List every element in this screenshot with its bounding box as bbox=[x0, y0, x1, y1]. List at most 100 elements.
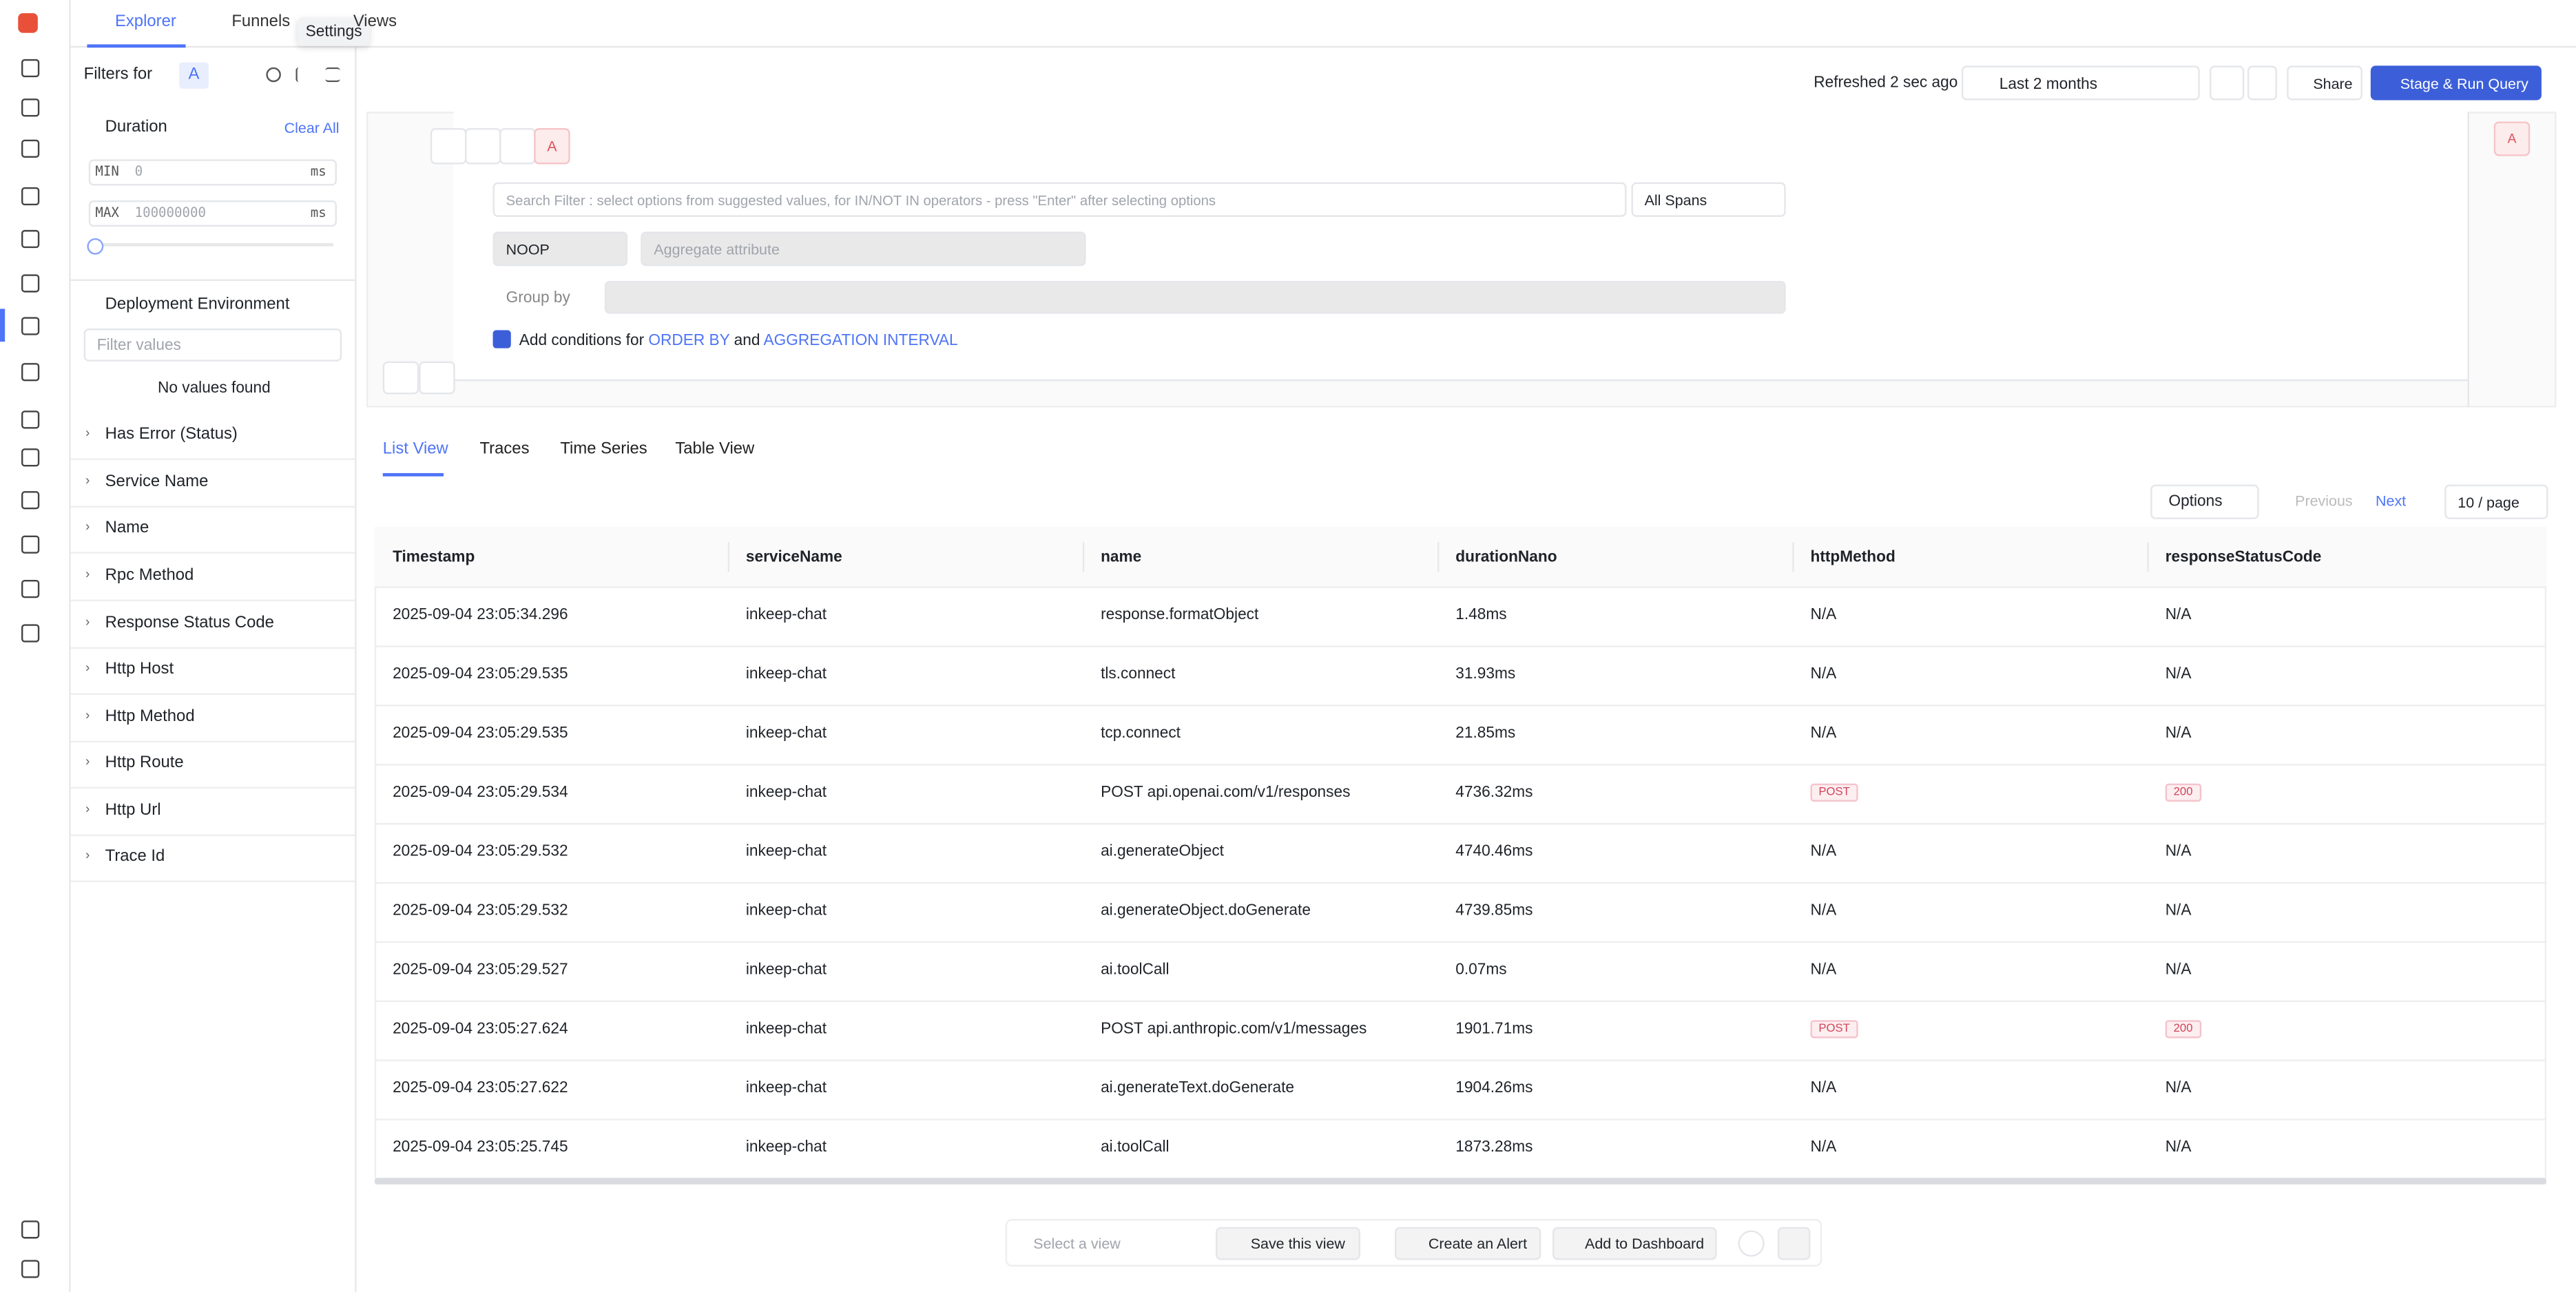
cell: 2025-09-04 23:05:29.532 bbox=[393, 842, 568, 861]
nav-icon[interactable] bbox=[21, 491, 40, 510]
group-by-select[interactable] bbox=[604, 280, 1786, 314]
filter-item[interactable]: Rpc Method bbox=[105, 566, 194, 585]
cell: tls.connect bbox=[1101, 665, 1176, 684]
filter-item[interactable]: Response Status Code bbox=[105, 614, 274, 633]
add-dashboard[interactable]: Add to Dashboard bbox=[1552, 1227, 1717, 1260]
logo[interactable] bbox=[18, 13, 38, 33]
filter-item[interactable]: Service Name bbox=[105, 472, 209, 492]
operator-select[interactable]: NOOP bbox=[492, 231, 628, 267]
nav-icon[interactable] bbox=[21, 363, 40, 382]
select-view[interactable]: Select a view bbox=[1033, 1235, 1121, 1252]
previous-button[interactable]: Previous bbox=[2295, 492, 2353, 510]
cell: inkeep-chat bbox=[745, 783, 827, 802]
aggregate-input[interactable]: Aggregate attribute bbox=[641, 231, 1086, 267]
cell: ai.generateText.doGenerate bbox=[1101, 1079, 1295, 1098]
nav-icon[interactable] bbox=[21, 579, 40, 598]
link[interactable]: AGGREGATION INTERVAL bbox=[763, 331, 958, 351]
filter-chevron[interactable]: › bbox=[85, 753, 90, 769]
options-button[interactable]: Options bbox=[2150, 484, 2259, 519]
nav-icon[interactable] bbox=[21, 410, 40, 429]
cell: POST api.openai.com/v1/responses bbox=[1101, 783, 1351, 802]
save-view[interactable]: Save this view bbox=[1216, 1227, 1360, 1260]
nav-icon[interactable] bbox=[21, 535, 40, 554]
filter-values-input[interactable]: Filter values bbox=[83, 329, 342, 362]
filter-item[interactable]: Http Method bbox=[105, 708, 195, 727]
nav-icon[interactable] bbox=[21, 448, 40, 467]
max-input[interactable] bbox=[88, 200, 337, 227]
filter-item[interactable]: Has Error (Status) bbox=[105, 425, 238, 444]
settings-icon[interactable] bbox=[325, 67, 340, 83]
nav-icon[interactable] bbox=[21, 274, 40, 293]
next-button[interactable]: Next bbox=[2375, 492, 2407, 510]
view-tab[interactable]: Time Series bbox=[560, 440, 647, 459]
time-range[interactable]: Last 2 months bbox=[1961, 65, 2200, 101]
clear-all[interactable]: Clear All bbox=[284, 120, 340, 136]
top-tab[interactable]: Funnels bbox=[231, 13, 291, 32]
filter-item[interactable]: Name bbox=[105, 519, 149, 537]
filter-chevron[interactable]: › bbox=[85, 660, 90, 676]
link[interactable]: ORDER BY bbox=[648, 331, 730, 351]
nav-icon[interactable] bbox=[21, 139, 40, 158]
cell: N/A bbox=[1810, 665, 1837, 684]
filter-chevron[interactable]: › bbox=[85, 519, 90, 534]
run-query-button[interactable]: Stage & Run Query bbox=[2370, 65, 2542, 101]
cell: N/A bbox=[1810, 961, 1837, 979]
nav-icon[interactable] bbox=[21, 229, 40, 249]
filter-item[interactable]: Http Host bbox=[105, 660, 174, 679]
top-tab[interactable]: Views bbox=[353, 13, 397, 32]
max-placeholder: 100000000 bbox=[134, 205, 207, 220]
view-tab[interactable]: Table View bbox=[675, 440, 755, 459]
column-header: serviceName bbox=[745, 548, 842, 567]
info-button[interactable] bbox=[1738, 1230, 1765, 1257]
nav-icon[interactable] bbox=[21, 624, 40, 643]
filter-item[interactable]: Http Route bbox=[105, 753, 184, 773]
nav-icon[interactable] bbox=[21, 187, 40, 206]
filter-item[interactable]: Trace Id bbox=[105, 847, 165, 866]
filter-chevron[interactable]: › bbox=[85, 472, 90, 488]
spans-select[interactable]: All Spans bbox=[1631, 182, 1786, 217]
refresh-button[interactable] bbox=[2210, 65, 2245, 101]
formula-badge[interactable]: A bbox=[2493, 121, 2531, 156]
nav-icon[interactable] bbox=[21, 1220, 40, 1239]
text: Add conditions for bbox=[519, 331, 645, 351]
page-size[interactable]: 10 / page bbox=[2444, 484, 2548, 519]
divider bbox=[70, 458, 355, 460]
filter-chevron[interactable]: › bbox=[85, 425, 90, 441]
view-tab[interactable]: List View bbox=[382, 440, 448, 459]
nav-icon[interactable] bbox=[21, 1260, 40, 1278]
search-filter[interactable]: Search Filter : select options from sugg… bbox=[492, 182, 1627, 217]
filter-item[interactable]: Http Url bbox=[105, 801, 161, 820]
panel-button[interactable] bbox=[1777, 1227, 1811, 1260]
query-badge[interactable]: A bbox=[178, 62, 209, 89]
refresh-menu[interactable] bbox=[2247, 65, 2277, 101]
nav-icon[interactable] bbox=[21, 317, 40, 335]
filter-chevron[interactable]: › bbox=[85, 801, 90, 817]
table-header bbox=[374, 527, 2547, 587]
view-tab[interactable]: Traces bbox=[479, 440, 530, 459]
nav-icon[interactable] bbox=[21, 59, 40, 78]
refresh-icon[interactable] bbox=[266, 67, 281, 83]
top-tab[interactable]: Explorer bbox=[114, 13, 176, 32]
scrollbar[interactable] bbox=[374, 1178, 2547, 1185]
filter-chevron[interactable]: › bbox=[85, 708, 90, 723]
create-alert[interactable]: Create an Alert bbox=[1395, 1227, 1541, 1260]
add-icon[interactable] bbox=[492, 330, 511, 348]
visibility-button[interactable] bbox=[465, 128, 501, 165]
slider-handle[interactable] bbox=[87, 238, 104, 255]
nav-icon[interactable] bbox=[21, 98, 40, 117]
collapse-icon[interactable] bbox=[295, 67, 310, 83]
filter-chevron[interactable]: › bbox=[85, 566, 90, 582]
share-button[interactable]: Share bbox=[2287, 65, 2362, 101]
text: and bbox=[734, 331, 760, 351]
add-formula[interactable] bbox=[419, 361, 455, 395]
collapse-button[interactable] bbox=[430, 128, 467, 165]
active-indicator bbox=[0, 309, 6, 342]
max-label: MAX bbox=[95, 205, 119, 220]
filter-chevron[interactable]: › bbox=[85, 847, 90, 863]
query-name[interactable]: A bbox=[534, 128, 570, 165]
min-input[interactable] bbox=[88, 159, 337, 186]
copy-button[interactable] bbox=[499, 128, 536, 165]
cell: 2025-09-04 23:05:29.527 bbox=[393, 961, 568, 979]
add-query[interactable] bbox=[382, 361, 419, 395]
filter-chevron[interactable]: › bbox=[85, 614, 90, 629]
